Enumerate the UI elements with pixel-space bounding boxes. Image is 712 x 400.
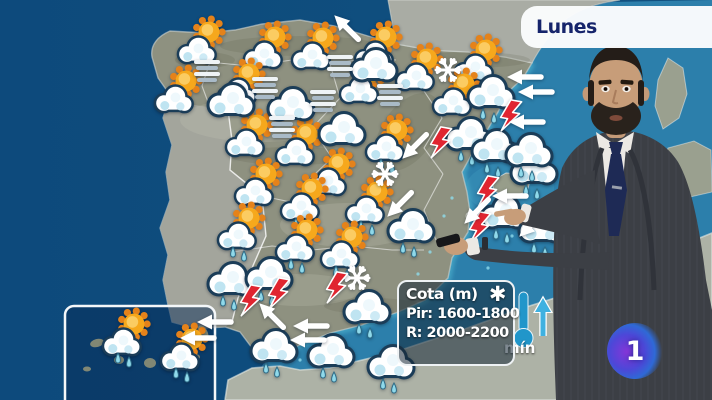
presenter-head bbox=[582, 46, 650, 135]
remote-arm bbox=[464, 243, 610, 270]
day-label: Lunes bbox=[536, 16, 597, 38]
collar-right bbox=[614, 132, 634, 154]
thermometer-icon bbox=[513, 291, 553, 348]
snow-level-legend: Cota (m) ✱ Pir: 1600-1800 R: 2000-2200 bbox=[397, 280, 520, 366]
remote-clicker bbox=[436, 233, 461, 248]
rest-range: R: 2000-2200 bbox=[406, 325, 509, 341]
corsica-island bbox=[654, 57, 688, 130]
nose bbox=[611, 89, 619, 105]
legend-title: Cota (m) bbox=[406, 285, 478, 303]
lapel-right bbox=[627, 148, 657, 291]
pyrenees-range: Pir: 1600-1800 bbox=[406, 306, 520, 322]
day-label-box: Lunes bbox=[521, 6, 712, 48]
mouth bbox=[609, 115, 623, 121]
snowflake-symbol: ✱ bbox=[488, 282, 507, 306]
weather-presenter bbox=[436, 46, 712, 400]
hair bbox=[589, 46, 643, 84]
eyebrow-right bbox=[620, 79, 634, 85]
tie-knot bbox=[609, 142, 623, 154]
canary-inset bbox=[63, 304, 217, 400]
tie bbox=[605, 154, 627, 236]
channel-logo: 1 bbox=[607, 323, 663, 379]
channel-number: 1 bbox=[625, 335, 645, 367]
eyebrow-left bbox=[598, 79, 612, 85]
watch bbox=[482, 237, 488, 250]
tie-clip bbox=[611, 185, 623, 190]
